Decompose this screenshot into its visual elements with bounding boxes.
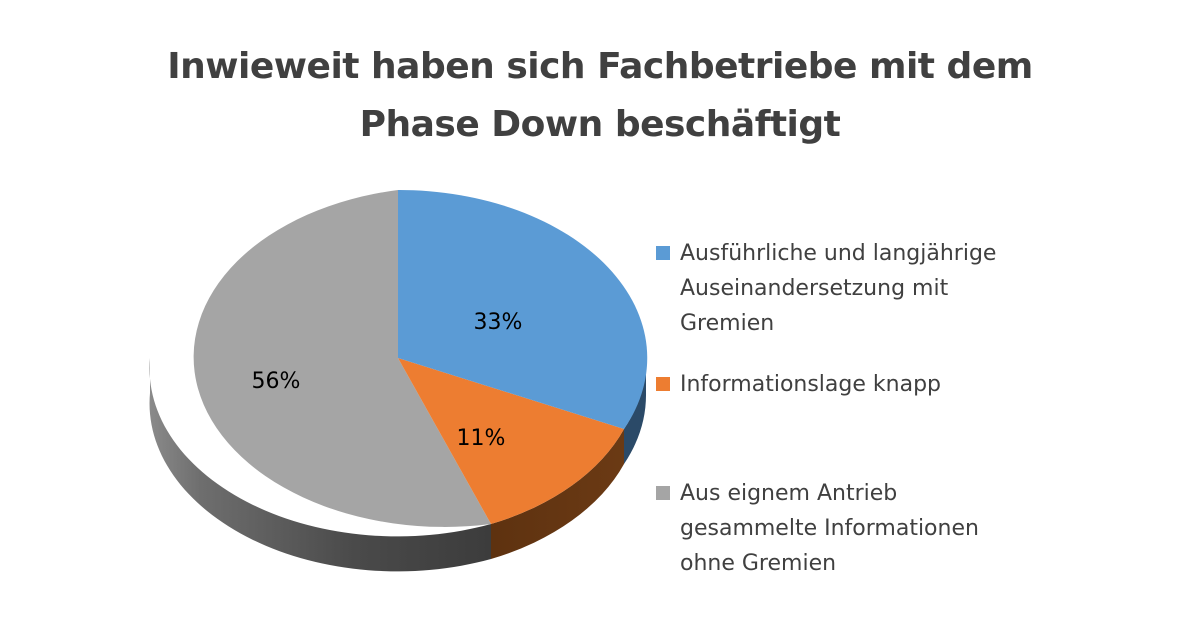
legend-text: Aus eignem Antrieb bbox=[680, 481, 898, 506]
chart-title-line-2: Phase Down beschäftigt bbox=[359, 104, 841, 145]
data-label-blue: 33% bbox=[474, 310, 523, 335]
data-label-gray: 56% bbox=[252, 369, 301, 394]
legend-text: ohne Gremien bbox=[680, 551, 837, 576]
legend: Ausführliche und langjährige Auseinander… bbox=[656, 236, 1076, 581]
legend-swatch-orange bbox=[656, 377, 670, 391]
legend-item-gray[interactable]: Aus eignem Antrieb gesammelte Informatio… bbox=[656, 476, 1076, 581]
pie-side-blue bbox=[624, 358, 647, 464]
legend-text: Ausführliche und langjährige bbox=[680, 241, 997, 266]
legend-item-orange[interactable]: Informationslage knapp bbox=[656, 367, 1076, 402]
legend-item-blue[interactable]: Ausführliche und langjährige Auseinander… bbox=[656, 236, 1076, 341]
pie-side-gray bbox=[149, 358, 492, 572]
legend-text: gesammelte Informationen bbox=[680, 516, 979, 541]
legend-swatch-gray bbox=[656, 486, 670, 500]
pie-side-orange bbox=[491, 429, 624, 559]
pie-top bbox=[193, 189, 648, 527]
legend-text: Auseinandersetzung mit bbox=[680, 276, 949, 301]
legend-swatch-blue bbox=[656, 246, 670, 260]
legend-text: Gremien bbox=[680, 311, 775, 336]
chart-title: Inwieweit haben sich Fachbetriebe mit de… bbox=[0, 38, 1200, 154]
chart-title-line-1: Inwieweit haben sich Fachbetriebe mit de… bbox=[167, 46, 1033, 87]
pie-slice-orange[interactable] bbox=[398, 358, 624, 524]
data-label-orange: 11% bbox=[457, 426, 506, 451]
legend-text: Informationslage knapp bbox=[680, 372, 941, 397]
pie-side-walls bbox=[149, 358, 647, 572]
pie-slice-gray[interactable] bbox=[193, 190, 491, 527]
pie-slice-blue[interactable] bbox=[398, 189, 648, 429]
